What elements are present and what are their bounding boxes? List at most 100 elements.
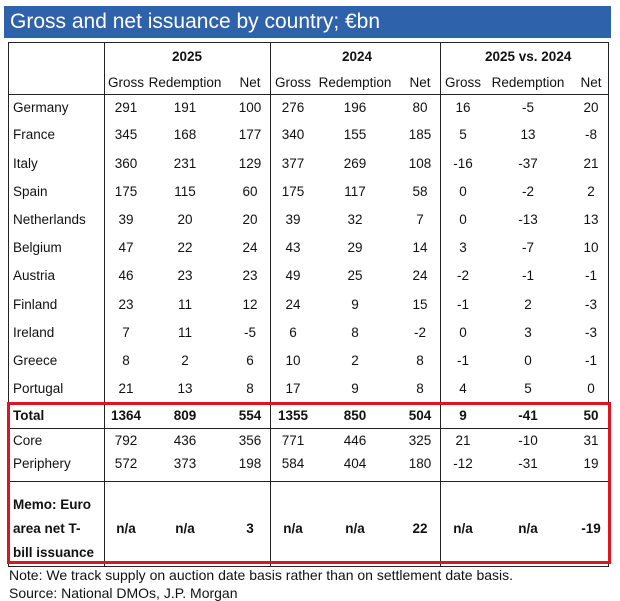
table-cell: 11: [177, 297, 192, 312]
table-cell: -16: [453, 156, 473, 171]
table-cell: 5: [459, 127, 467, 142]
total-cell: 9: [459, 408, 467, 423]
table-cell: 5: [524, 381, 532, 396]
table-cell: -8: [584, 127, 597, 142]
table-cell: 10: [583, 240, 599, 255]
table-cell: 19: [583, 456, 599, 471]
table-cell: 13: [583, 212, 599, 227]
row-label: Core: [13, 433, 43, 448]
table-cell: -7: [521, 240, 534, 255]
table-cell: 340: [281, 127, 305, 142]
column-header: Gross: [274, 75, 311, 90]
table-cell: 269: [343, 156, 367, 171]
table-cell: 117: [344, 184, 366, 199]
table-cell: 177: [238, 127, 262, 142]
table-cell: -12: [453, 456, 473, 471]
table-title: Gross and net issuance by country; €bn: [4, 6, 611, 38]
row-label: Belgium: [13, 240, 62, 255]
memo-label: area net T-: [13, 521, 81, 536]
group-header: 2024: [341, 49, 373, 64]
section-divider: [8, 481, 609, 482]
memo-cell: 3: [246, 521, 254, 536]
table-cell: 39: [285, 212, 301, 227]
table-cell: 15: [412, 297, 428, 312]
table-cell: 572: [114, 456, 138, 471]
table-cell: 14: [412, 240, 428, 255]
table-cell: 185: [408, 127, 432, 142]
memo-label: Memo: Euro: [13, 497, 92, 512]
row-label: Netherlands: [13, 212, 86, 227]
table-cell: 356: [238, 433, 262, 448]
table-cell: 24: [242, 240, 258, 255]
column-header: Redemption: [318, 75, 392, 90]
table-cell: 0: [524, 353, 532, 368]
total-cell: 504: [408, 408, 432, 423]
total-cell: 50: [583, 408, 599, 423]
table-cell: 0: [459, 325, 467, 340]
table-cell: 771: [281, 433, 305, 448]
table-cell: 20: [177, 212, 193, 227]
table-cell: -1: [584, 353, 597, 368]
row-label: Periphery: [13, 456, 71, 471]
total-cell: 1364: [110, 408, 142, 423]
group-header: 2025 vs. 2024: [485, 49, 572, 64]
table-cell: 436: [173, 433, 197, 448]
memo-cell: -19: [581, 521, 601, 536]
group-header: 2025: [171, 49, 203, 64]
table-cell: 4: [459, 381, 467, 396]
section-divider: [8, 428, 609, 429]
table-cell: 8: [246, 381, 254, 396]
table-cell: 3: [459, 240, 467, 255]
table-cell: 2: [524, 297, 532, 312]
memo-label: bill issuance: [13, 545, 95, 560]
table-cell: 60: [242, 184, 258, 199]
table-cell: 129: [238, 156, 262, 171]
column-divider: [104, 42, 105, 567]
table-cell: -1: [521, 268, 534, 283]
row-label: Austria: [13, 268, 56, 283]
memo-cell: n/a: [518, 521, 538, 536]
column-header: Net: [409, 75, 431, 90]
table-cell: 47: [118, 240, 134, 255]
table-cell: 23: [177, 268, 193, 283]
table-cell: 276: [281, 100, 305, 115]
table-cell: 80: [412, 100, 428, 115]
table-cell: 58: [412, 184, 428, 199]
table-cell: 8: [351, 325, 359, 340]
table-cell: 24: [412, 268, 428, 283]
memo-cell: n/a: [453, 521, 473, 536]
column-header: Net: [239, 75, 261, 90]
table-cell: 115: [174, 184, 196, 199]
table-cell: -2: [521, 184, 534, 199]
total-cell: -41: [518, 408, 538, 423]
table-cell: 20: [242, 212, 258, 227]
table-cell: 6: [246, 353, 254, 368]
total-cell: 850: [343, 408, 367, 423]
row-label: Greece: [13, 353, 58, 368]
table-cell: 196: [343, 100, 367, 115]
table-cell: 360: [114, 156, 138, 171]
footnote: Note: We track supply on auction date ba…: [9, 567, 514, 583]
highlight-box: [7, 402, 611, 564]
table-cell: 12: [242, 297, 258, 312]
table-cell: 0: [459, 212, 467, 227]
table-cell: 2: [351, 353, 359, 368]
table-cell: 2: [181, 353, 189, 368]
memo-cell: n/a: [283, 521, 303, 536]
table-cell: 108: [408, 156, 432, 171]
table-cell: 32: [347, 212, 363, 227]
table-cell: -31: [518, 456, 538, 471]
table-cell: -1: [456, 353, 469, 368]
table-cell: -2: [413, 325, 426, 340]
header-divider: [8, 94, 609, 95]
table-cell: 29: [347, 240, 363, 255]
table-cell: 21: [455, 433, 471, 448]
table-cell: 31: [583, 433, 599, 448]
memo-cell: 22: [412, 521, 428, 536]
table-cell: 46: [118, 268, 134, 283]
column-header: Net: [580, 75, 602, 90]
table-frame: [8, 42, 609, 567]
table-cell: 377: [281, 156, 305, 171]
table-cell: 23: [242, 268, 258, 283]
table-cell: 291: [114, 100, 138, 115]
